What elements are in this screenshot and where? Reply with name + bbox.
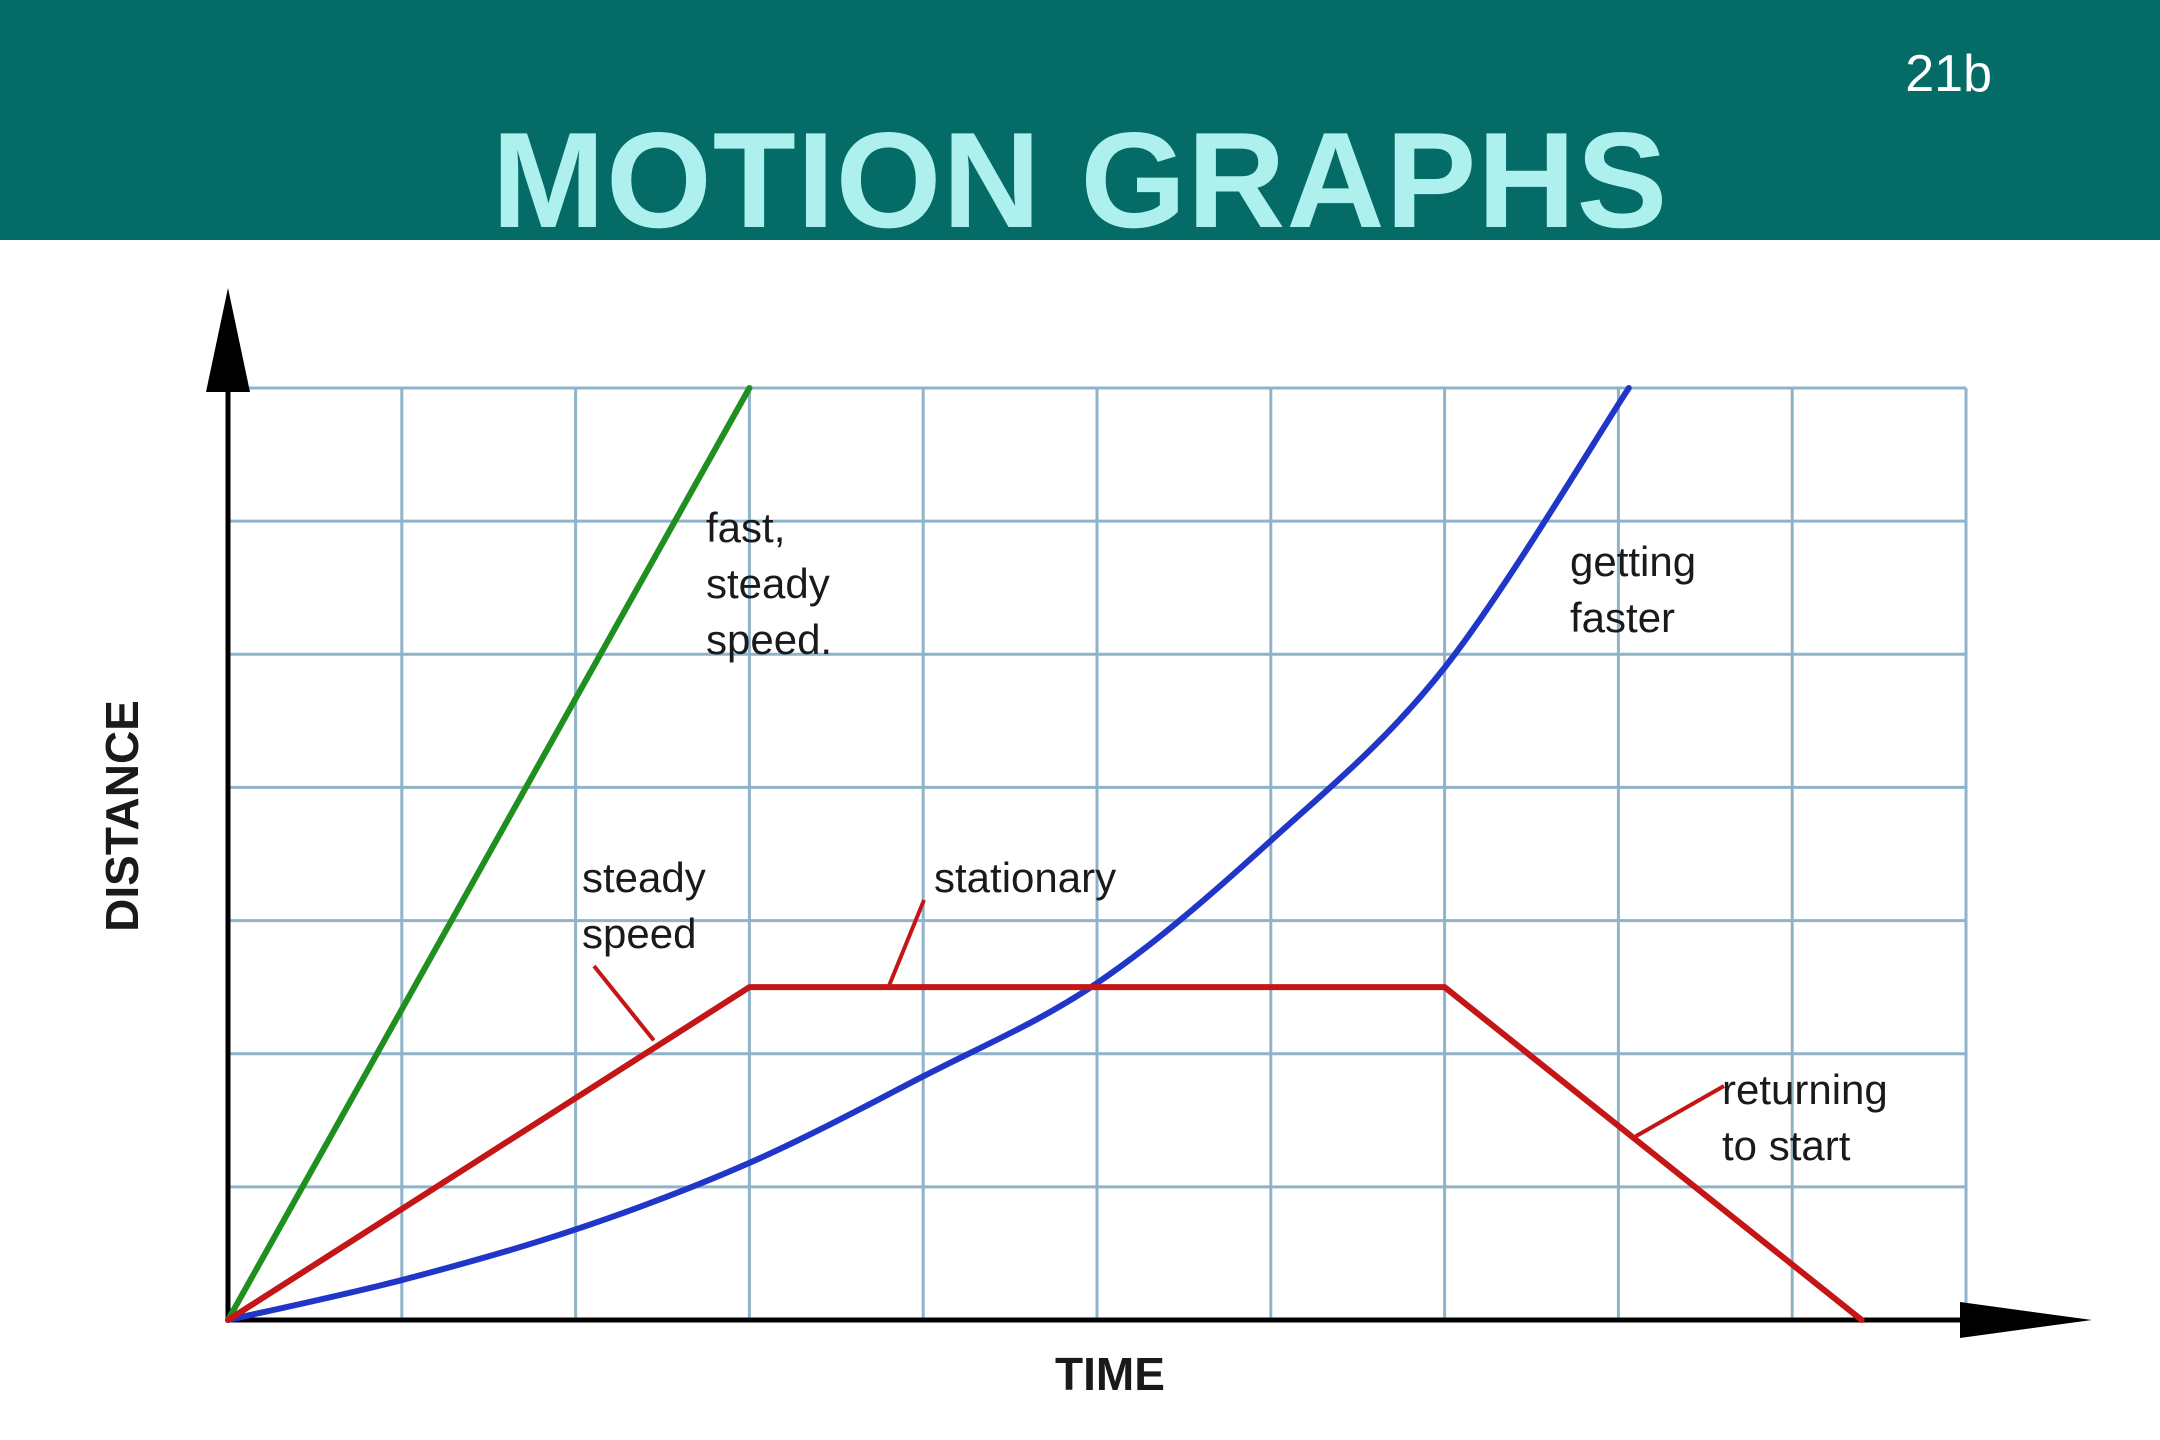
annotation-labels: fast, steady speed. getting faster stead…: [96, 504, 1888, 1400]
pointer-returning: [1634, 1084, 1725, 1139]
annotation-fast-line-1: fast,: [706, 504, 785, 551]
pointer-steady-speed: [592, 964, 656, 1042]
annotation-steady-line-2: speed: [582, 910, 696, 957]
x-axis-arrow-icon: [1960, 1302, 2092, 1338]
annotation-pointers: [592, 899, 1725, 1139]
slide-number: 21b: [1905, 45, 1992, 103]
y-axis-label: DISTANCE: [96, 700, 148, 932]
annotation-faster-line-1: getting: [1570, 538, 1696, 585]
series-fast-steady-line: [225, 385, 753, 1323]
annotation-fast-line-3: speed.: [706, 616, 832, 663]
page-title: MOTION GRAPHS: [491, 104, 1669, 256]
title-banner: 21b MOTION GRAPHS: [0, 0, 2160, 256]
annotation-steady-line-1: steady: [582, 854, 706, 901]
series-journey-line: [225, 984, 1865, 1323]
series-getting-faster-line: [225, 385, 1632, 1323]
pointer-stationary: [886, 899, 926, 988]
series: [225, 385, 1865, 1323]
axes: [206, 288, 2092, 1338]
x-axis-label: TIME: [1055, 1348, 1165, 1400]
annotation-faster-line-2: faster: [1570, 594, 1675, 641]
annotation-stationary: stationary: [934, 854, 1116, 901]
annotation-returning-line-2: to start: [1722, 1122, 1851, 1169]
annotation-fast-line-2: steady: [706, 560, 830, 607]
annotation-returning-line-1: returning: [1722, 1066, 1888, 1113]
y-axis-arrow-icon: [206, 288, 250, 392]
